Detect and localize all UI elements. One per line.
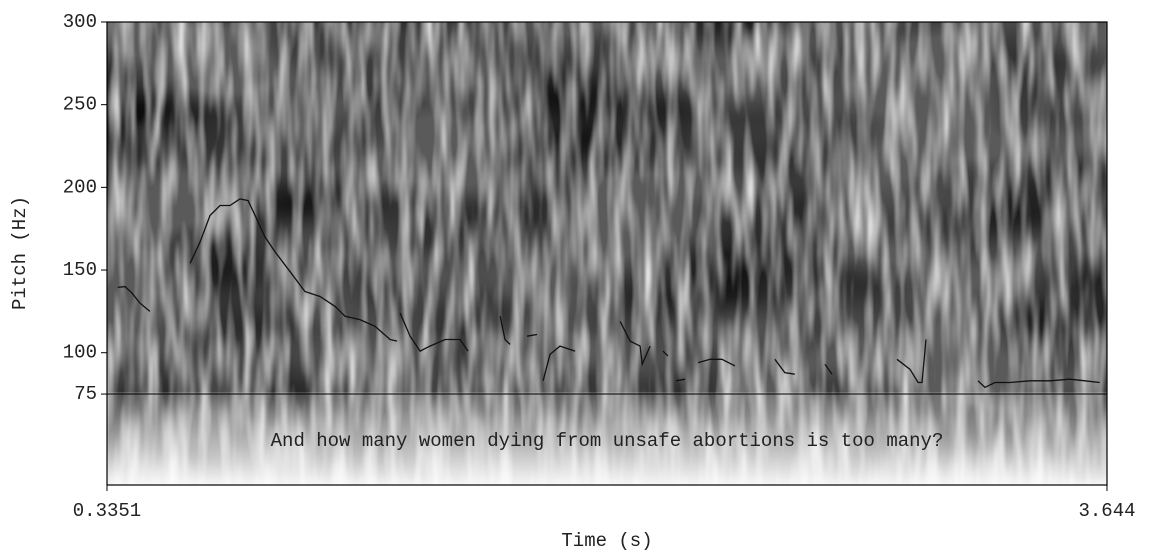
plot-frame [106,21,1108,486]
y-tick-label: 75 [74,383,97,405]
x-tick-label: 3.644 [1078,500,1135,522]
x-tick-label: 0.3351 [73,500,141,522]
pitch-contour [117,198,1100,389]
y-tick-label: 100 [63,342,97,364]
y-tick-label: 150 [63,259,97,281]
x-axis-label: Time (s) [561,530,652,550]
y-tick-label: 250 [63,94,97,116]
y-tick-label: 200 [63,176,97,198]
y-axis-label: Pitch (Hz) [9,196,31,310]
spectrogram [107,22,1107,485]
annotation: And how many women dying from unsafe abo… [271,430,944,452]
y-tick-label: 300 [63,11,97,33]
